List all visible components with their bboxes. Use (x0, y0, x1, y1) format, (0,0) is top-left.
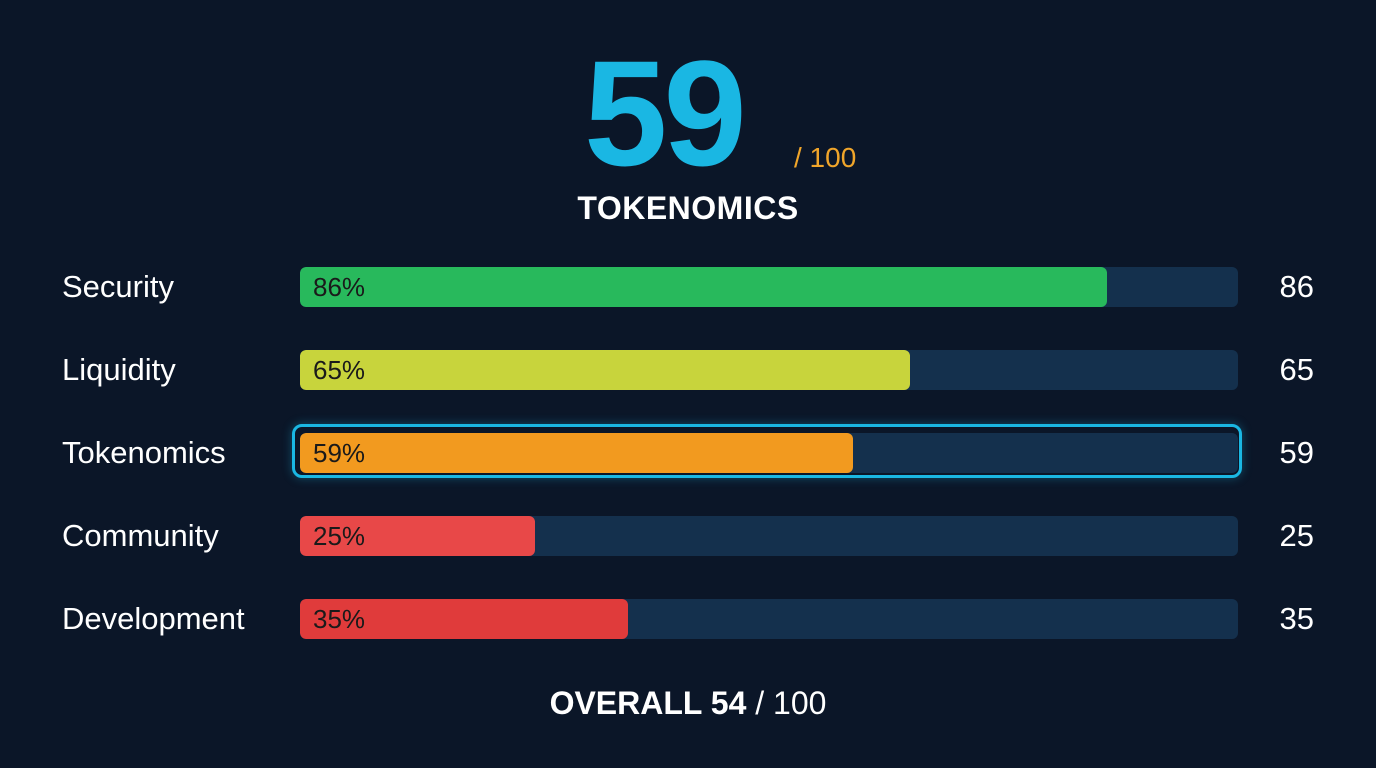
bar-fill (300, 433, 854, 473)
bar-row-tokenomics: Tokenomics 59% 59 (0, 424, 1376, 478)
category-label: Liquidity (62, 352, 176, 387)
bar-fill (300, 350, 910, 390)
bar-value-label: 25 (1279, 518, 1314, 553)
hero-score-block: 59 / 100 TOKENOMICS (0, 28, 1376, 228)
bar-percent-label: 65% (313, 355, 366, 385)
bar-track (300, 433, 1238, 473)
bar-value-label: 65 (1279, 352, 1314, 387)
bar-row-development: Development 35% 35 (0, 597, 1376, 641)
bar-fill (300, 599, 629, 639)
hero-category-label: TOKENOMICS (577, 190, 799, 226)
hero-score-max: / 100 (794, 142, 857, 173)
bar-percent-label: 35% (313, 604, 366, 634)
category-label: Security (62, 269, 174, 304)
bar-fill (300, 267, 1107, 307)
bar-percent-label: 86% (313, 272, 366, 302)
bar-percent-label: 59% (313, 438, 366, 468)
bar-row-community: Community 25% 25 (0, 514, 1376, 558)
bar-track (300, 350, 1238, 390)
bar-track (300, 599, 1238, 639)
category-label: Tokenomics (62, 435, 226, 470)
bar-percent-label: 25% (313, 521, 366, 551)
bar-row-liquidity: Liquidity 65% 65 (0, 348, 1376, 392)
selected-row-highlight (292, 424, 1242, 478)
bar-fill (300, 516, 535, 556)
category-label: Development (62, 601, 245, 636)
overall-score-max: / 100 (746, 685, 827, 721)
bar-row-security: Security 86% 86 (0, 265, 1376, 309)
bar-track (300, 267, 1238, 307)
bar-value-label: 86 (1279, 269, 1314, 304)
overall-score-label: OVERALL 54 (549, 685, 747, 721)
bar-value-label: 35 (1279, 601, 1314, 636)
bar-value-label: 59 (1279, 435, 1314, 470)
bar-track (300, 516, 1238, 556)
hero-score-value: 59 (584, 29, 747, 197)
overall-score: OVERALL 54 / 100 (0, 684, 1376, 722)
category-label: Community (62, 518, 219, 553)
